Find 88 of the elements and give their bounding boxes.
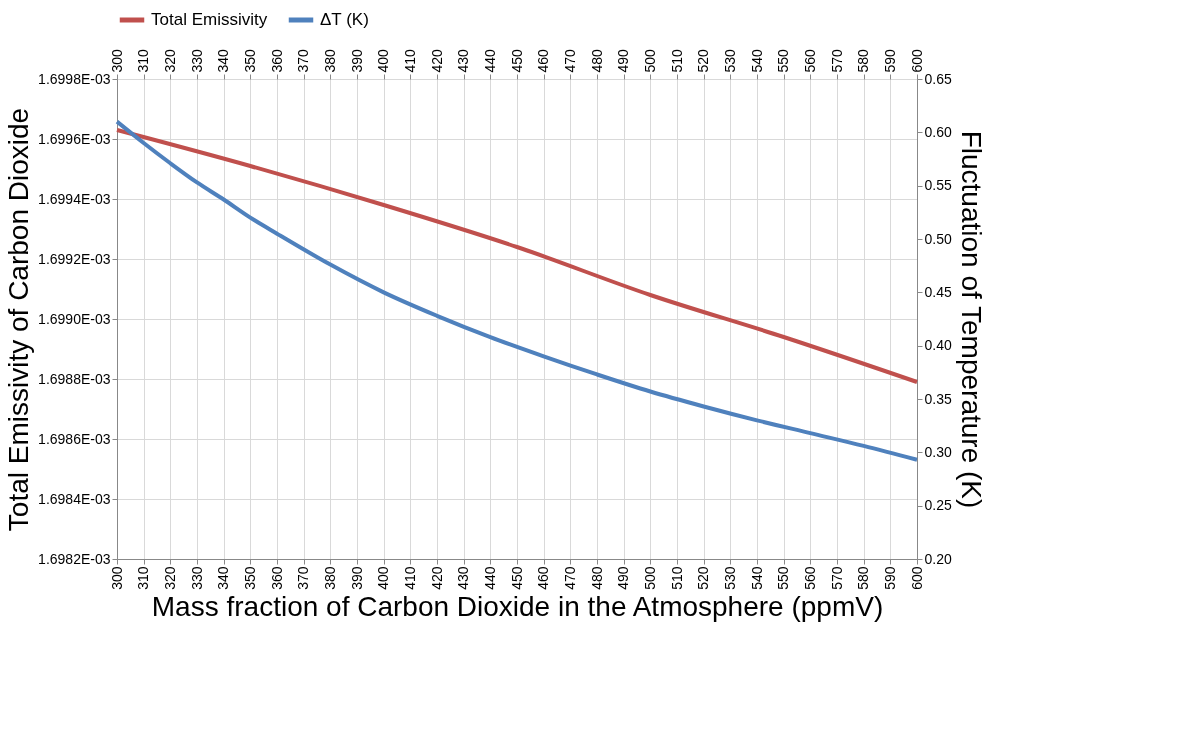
- x-tick-label: 360: [268, 566, 285, 590]
- x2-tick-label: 440: [481, 48, 498, 73]
- y2-tick-label: 0.35: [924, 390, 952, 407]
- x-tick-label: 410: [401, 566, 418, 590]
- y2-axis-title: Fluctuation of Temperature (K): [955, 130, 987, 509]
- x2-tick-label: 490: [615, 48, 632, 73]
- x-tick-label: 340: [215, 566, 232, 590]
- x2-tick-label: 520: [695, 48, 712, 73]
- legend-label: ΔT (K): [320, 10, 369, 29]
- x-tick-label: 430: [455, 566, 472, 590]
- x-tick-label: 480: [588, 566, 605, 590]
- x2-tick-label: 540: [748, 48, 765, 73]
- y-tick-label: 1.6994E-03: [38, 190, 111, 207]
- x2-tick-label: 580: [855, 48, 872, 73]
- x-tick-label: 450: [508, 566, 525, 590]
- legend-label: Total Emissivity: [151, 10, 268, 29]
- y-tick-label: 1.6996E-03: [38, 130, 111, 147]
- x-tick-label: 380: [321, 566, 338, 590]
- x2-tick-label: 500: [641, 48, 658, 73]
- x2-tick-label: 410: [401, 48, 418, 73]
- y-tick-label: 1.6992E-03: [38, 250, 111, 267]
- y2-tick-label: 0.25: [924, 497, 952, 514]
- x-tick-label: 490: [615, 566, 632, 590]
- x2-tick-label: 450: [508, 48, 525, 73]
- x-tick-label: 300: [108, 566, 125, 590]
- x-tick-label: 420: [428, 566, 445, 590]
- x2-tick-label: 480: [588, 48, 605, 73]
- x2-tick-label: 550: [775, 48, 792, 73]
- x-tick-label: 350: [241, 566, 258, 590]
- x2-tick-label: 340: [215, 48, 232, 73]
- y2-tick-label: 0.60: [924, 123, 952, 140]
- x2-tick-label: 470: [561, 48, 578, 73]
- x2-tick-label: 530: [721, 48, 738, 73]
- line-series: [115, 119, 919, 462]
- x2-tick-label: 390: [348, 48, 365, 73]
- x-tick-label: 390: [348, 566, 365, 590]
- y-tick-label: 1.6982E-03: [38, 550, 111, 567]
- y-tick-label: 1.6984E-03: [38, 490, 111, 507]
- x-tick-label: 570: [828, 566, 845, 590]
- x2-tick-label: 370: [295, 48, 312, 73]
- x-tick-label: 440: [481, 566, 498, 590]
- x2-tick-label: 570: [828, 48, 845, 73]
- x-tick-label: 500: [641, 566, 658, 590]
- x-tick-label: 400: [375, 566, 392, 590]
- x2-tick-label: 600: [908, 48, 925, 73]
- y-tick-label: 1.6986E-03: [38, 430, 111, 447]
- x-tick-label: 530: [721, 566, 738, 590]
- y-tick-label: 1.6990E-03: [38, 310, 111, 327]
- x2-tick-label: 590: [881, 48, 898, 73]
- x2-tick-label: 320: [161, 48, 178, 73]
- y-tick-label: 1.6988E-03: [38, 370, 111, 387]
- x-tick-label: 580: [855, 566, 872, 590]
- x-tick-label: 510: [668, 566, 685, 590]
- x-tick-label: 460: [535, 566, 552, 590]
- line-series: [115, 128, 919, 384]
- x2-tick-label: 350: [241, 48, 258, 73]
- y2-tick-label: 0.20: [924, 550, 952, 567]
- x-tick-label: 320: [161, 566, 178, 590]
- x-axis-title: Mass fraction of Carbon Dioxide in the Atmosphere (ppmV): [151, 590, 884, 622]
- x2-tick-label: 300: [108, 48, 125, 73]
- x-tick-label: 470: [561, 566, 578, 590]
- x2-tick-label: 330: [188, 48, 205, 73]
- x-tick-label: 330: [188, 566, 205, 590]
- x-tick-label: 310: [135, 566, 152, 590]
- y-tick-label: 1.6998E-03: [38, 70, 111, 87]
- x-tick-label: 370: [295, 566, 312, 590]
- x2-tick-label: 380: [321, 48, 338, 73]
- x-tick-label: 540: [748, 566, 765, 590]
- x2-tick-label: 420: [428, 48, 445, 73]
- x2-tick-label: 360: [268, 48, 285, 73]
- x2-tick-label: 430: [455, 48, 472, 73]
- y2-tick-label: 0.30: [924, 443, 952, 460]
- y2-tick-label: 0.45: [924, 283, 952, 300]
- x-tick-label: 600: [908, 566, 925, 590]
- y2-tick-label: 0.50: [924, 230, 952, 247]
- x-tick-label: 550: [775, 566, 792, 590]
- y-axis-title: Total Emissivity of Carbon Dioxide: [3, 107, 35, 532]
- x2-tick-label: 400: [375, 48, 392, 73]
- y2-tick-label: 0.55: [924, 177, 952, 194]
- x2-tick-label: 560: [801, 48, 818, 73]
- y2-tick-label: 0.40: [924, 337, 952, 354]
- x-tick-label: 590: [881, 566, 898, 590]
- x-tick-label: 560: [801, 566, 818, 590]
- x2-tick-label: 510: [668, 48, 685, 73]
- x-tick-label: 520: [695, 566, 712, 590]
- x2-tick-label: 310: [135, 48, 152, 73]
- y2-tick-label: 0.65: [924, 70, 952, 87]
- x2-tick-label: 460: [535, 48, 552, 73]
